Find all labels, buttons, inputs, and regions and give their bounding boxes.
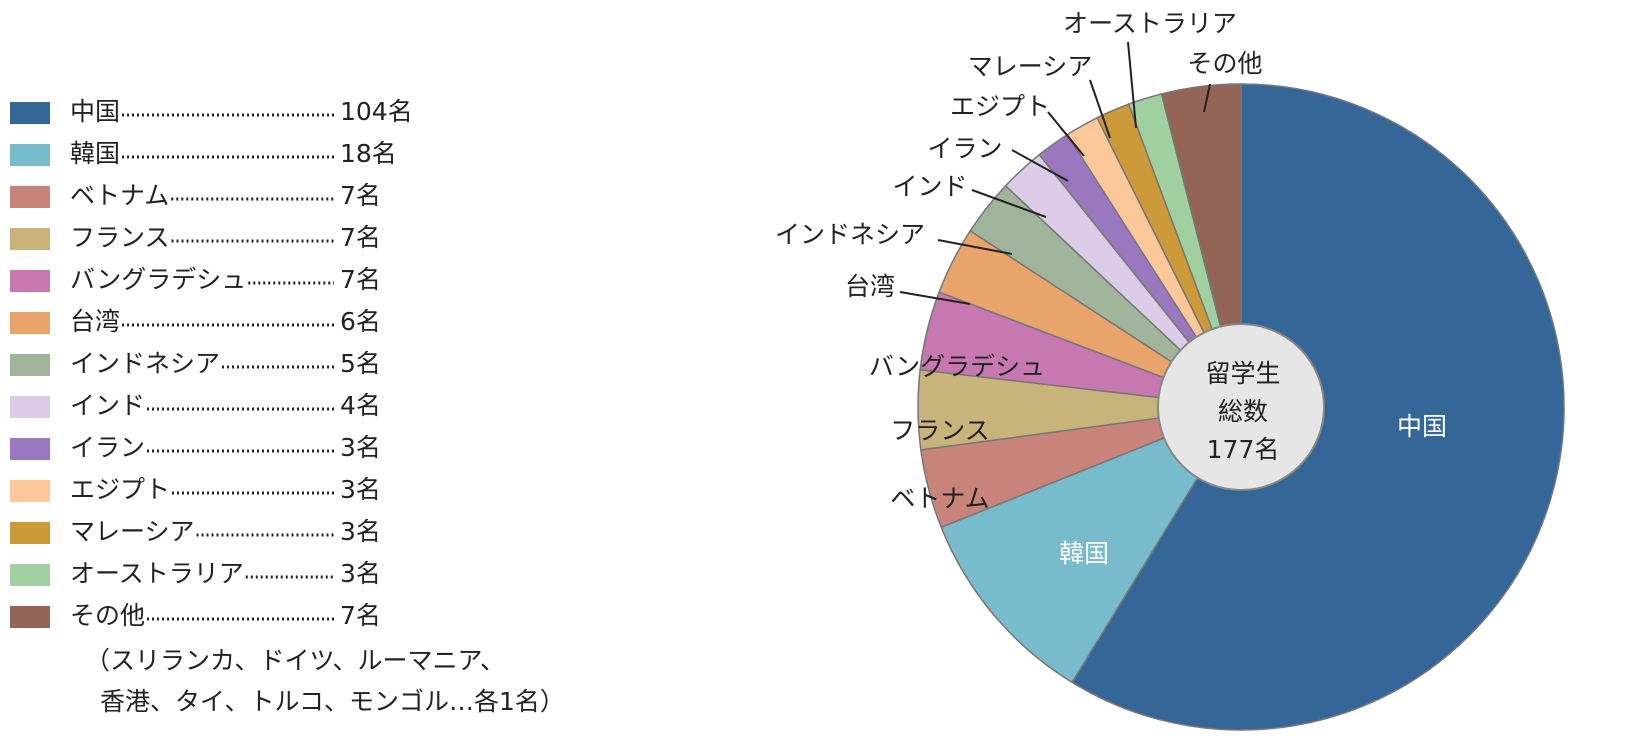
center-label: 総数 <box>1218 397 1268 426</box>
slice-label: オーストラリア <box>1063 9 1237 38</box>
slice-label: その他 <box>1187 49 1262 78</box>
legend-value: 3名 <box>340 517 381 546</box>
legend-label: バングラデシュ <box>70 265 246 294</box>
legend-label: マレーシア <box>70 517 195 546</box>
label-leader <box>899 291 971 305</box>
slice-label: インドネシア <box>775 220 925 249</box>
legend-swatch <box>10 144 50 166</box>
note-line: （スリランカ、ドイツ、ルーマニア、 <box>85 646 505 675</box>
legend-value: 18名 <box>340 139 397 168</box>
legend-label: ベトナム <box>70 181 169 210</box>
label-leader <box>1047 111 1085 157</box>
slice-label: 台湾 <box>845 272 895 301</box>
slice-label: インド <box>892 172 967 201</box>
legend-swatch <box>10 522 50 544</box>
slice-label: 中国 <box>1397 412 1447 441</box>
legend-swatch <box>10 102 50 124</box>
slice-label: ベトナム <box>890 484 989 513</box>
legend-value: 7名 <box>340 181 381 210</box>
label-leader <box>1011 149 1069 182</box>
legend-value: 4名 <box>340 391 381 420</box>
legend-label: インドネシア <box>70 349 220 378</box>
slice-label: イラン <box>927 134 1002 163</box>
pie-slice <box>940 405 1243 684</box>
legend-swatch <box>10 186 50 208</box>
legend-swatch <box>10 270 50 292</box>
legend-value: 5名 <box>340 349 381 378</box>
label-leader <box>1203 83 1211 113</box>
center-label: 177名 <box>1207 435 1280 464</box>
legend-label: フランス <box>70 223 170 252</box>
legend-value: 7名 <box>340 601 381 630</box>
legend-swatch <box>10 480 50 502</box>
label-leader <box>1127 41 1137 129</box>
legend-swatch <box>10 228 50 250</box>
note-line: 香港、タイ、トルコ、モンゴル…各1名） <box>100 687 565 716</box>
slice-label: 韓国 <box>1059 539 1109 568</box>
center-label: 留学生 <box>1205 359 1280 388</box>
legend-swatch <box>10 438 50 460</box>
legend-label: インド <box>70 391 145 420</box>
slice-label: マレーシア <box>968 52 1093 81</box>
legend-value: 7名 <box>340 223 381 252</box>
legend-swatch <box>10 396 50 418</box>
legend-value: 7名 <box>340 265 381 294</box>
label-leader <box>1089 79 1111 139</box>
label-leader <box>971 189 1047 218</box>
legend-label: その他 <box>70 601 145 630</box>
slice-label: フランス <box>890 416 990 445</box>
legend-swatch <box>10 564 50 586</box>
slice-label: バングラデシュ <box>869 352 1045 381</box>
legend-value: 104名 <box>340 97 413 126</box>
legend-value: 6名 <box>340 307 381 336</box>
legend-label: 中国 <box>70 97 120 126</box>
legend-value: 3名 <box>340 559 381 588</box>
legend-label: 台湾 <box>70 307 120 336</box>
slice-label: エジプト <box>950 92 1050 121</box>
legend-label: 韓国 <box>70 139 120 168</box>
label-leader <box>937 239 1013 255</box>
legend-swatch <box>10 312 50 334</box>
legend-swatch <box>10 606 50 628</box>
legend-swatch <box>10 354 50 376</box>
legend-value: 3名 <box>340 433 381 462</box>
legend-label: イラン <box>70 433 145 462</box>
legend-value: 3名 <box>340 475 381 504</box>
legend-label: エジプト <box>70 475 170 504</box>
center-circle <box>1157 323 1325 491</box>
legend-label: オーストラリア <box>70 559 244 588</box>
